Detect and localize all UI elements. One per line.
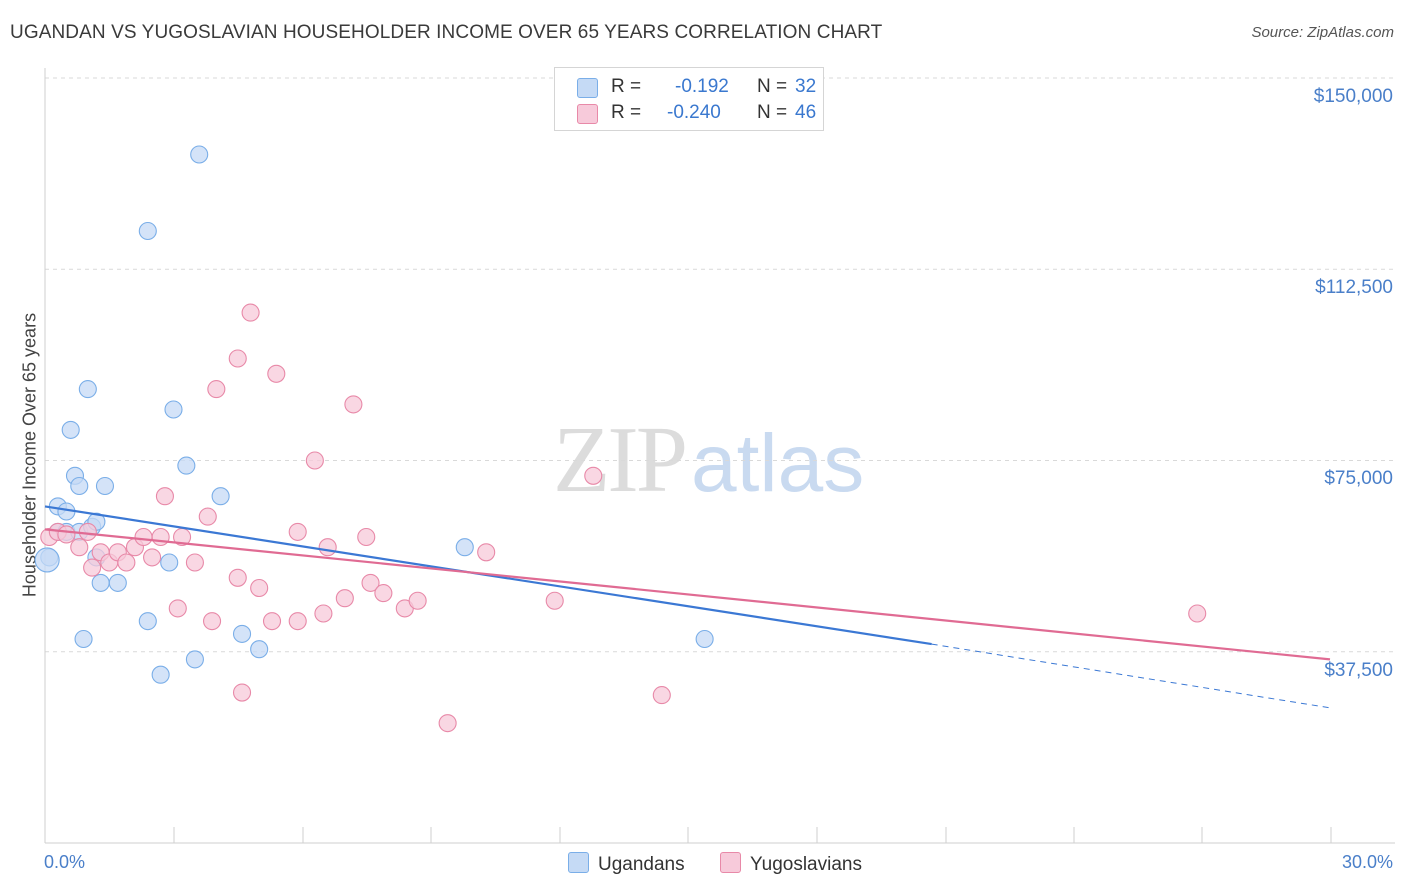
ugandans-point	[160, 553, 179, 572]
ugandans-point	[78, 380, 97, 399]
yugoslavians-point	[357, 527, 376, 547]
ugandans-point	[232, 624, 252, 643]
yugoslavians-point	[250, 578, 269, 598]
n-label: N =	[757, 76, 788, 97]
yugoslavians-point	[344, 395, 363, 414]
chart-title: UGANDAN VS YUGOSLAVIAN HOUSEHOLDER INCOM…	[10, 22, 883, 43]
ugandans-point	[108, 573, 127, 592]
points-layer	[34, 145, 1207, 733]
yugoslavians-point	[151, 527, 170, 547]
legend-swatch	[568, 852, 589, 873]
yugoslavians-point	[57, 525, 76, 544]
source-label: Source: ZipAtlas.com	[1251, 24, 1394, 41]
ugandans-point	[61, 420, 80, 439]
yugoslavians-point	[305, 451, 324, 470]
stats-row-yugoslavians: R = -0.240 N = 46	[577, 102, 816, 126]
r-label: R =	[611, 102, 642, 123]
yugoslavians-point	[134, 527, 153, 547]
x-tick-label: 0.0%	[44, 852, 86, 872]
yugoslavians-trend-line	[44, 528, 1331, 661]
yugoslavians-point	[168, 599, 187, 618]
yugoslavians-point	[228, 568, 247, 587]
y-tick-label: $150,000	[1313, 86, 1393, 107]
r-value: -0.192	[675, 76, 729, 97]
yugoslavians-point	[185, 553, 204, 572]
yugoslavians-point	[1188, 604, 1207, 623]
legend-label: Ugandans	[598, 854, 685, 875]
ugandans-point	[138, 612, 157, 631]
ugandans-point	[455, 538, 474, 557]
yugoslavians-point	[288, 522, 307, 541]
ugandans-point	[70, 476, 89, 496]
ugandans-point	[151, 665, 170, 684]
yugoslavians-point	[374, 584, 393, 603]
legend-item-yugoslavians[interactable]: Yugoslavians	[720, 852, 862, 876]
r-label: R =	[611, 76, 642, 97]
ugandans-point	[695, 629, 714, 649]
stats-row-ugandans: R = -0.192 N = 32	[577, 76, 816, 100]
ugandans-point	[95, 476, 115, 496]
ugandans-point	[190, 145, 209, 164]
ugandans-point	[164, 400, 183, 419]
yugoslavians-point	[335, 589, 354, 608]
x-tick-label: 30.0%	[1341, 852, 1393, 872]
grid-layer	[45, 77, 1395, 653]
yugoslavians-point	[232, 683, 252, 702]
yugoslavians-point	[228, 349, 247, 368]
ugandans-point	[138, 221, 157, 241]
y-tick-label: $37,500	[1324, 660, 1393, 681]
yugoslavians-point	[117, 553, 136, 572]
yugoslavians-point	[78, 522, 97, 541]
yugoslavians-point	[584, 466, 603, 485]
ugandans-point	[250, 640, 269, 659]
yugoslavians-point	[207, 380, 226, 399]
yugoslavians-point	[318, 538, 337, 557]
n-label: N =	[757, 102, 788, 123]
yugoslavians-point	[262, 612, 282, 631]
legend-item-ugandans[interactable]: Ugandans	[568, 852, 685, 876]
ugandans-point	[34, 547, 60, 573]
ugandans-point	[177, 456, 196, 475]
yugoslavians-point	[267, 364, 286, 383]
ugandans-trend-extension	[931, 643, 1331, 709]
yugoslavians-point	[198, 507, 217, 526]
r-value: -0.240	[667, 102, 721, 123]
axis-layer	[44, 68, 1395, 844]
trend-layer	[44, 505, 1331, 709]
ugandans-point	[211, 487, 230, 506]
n-value: 46	[795, 102, 817, 123]
stats-box: R = -0.192 N = 32 R = -0.240 N = 46	[554, 67, 824, 131]
legend-label: Yugoslavians	[750, 854, 862, 875]
ugandans-point	[91, 573, 110, 592]
yugoslavians-point	[314, 604, 333, 623]
yugoslavians-point	[143, 548, 162, 567]
y-tick-label: $112,500	[1315, 277, 1393, 298]
legend-swatch	[720, 852, 741, 873]
n-value: 32	[795, 76, 817, 97]
yugoslavians-point	[438, 714, 457, 733]
ugandans-swatch	[577, 78, 598, 98]
ugandans-point	[185, 650, 204, 669]
y-tick-label: $75,000	[1324, 468, 1393, 489]
yugoslavians-point	[361, 573, 380, 592]
yugoslavians-point	[203, 612, 222, 631]
yugoslavians-point	[652, 686, 671, 705]
ugandans-point	[74, 629, 93, 649]
yugoslavians-point	[545, 591, 564, 610]
yugoslavians-point	[241, 303, 260, 322]
yugoslavians-point	[288, 612, 307, 631]
yugoslavians-point	[70, 538, 89, 557]
yugoslavians-point	[83, 558, 102, 577]
yugoslavians-swatch	[577, 104, 598, 124]
yugoslavians-point	[408, 591, 427, 610]
yugoslavians-point	[477, 543, 496, 562]
yugoslavians-point	[155, 487, 174, 506]
